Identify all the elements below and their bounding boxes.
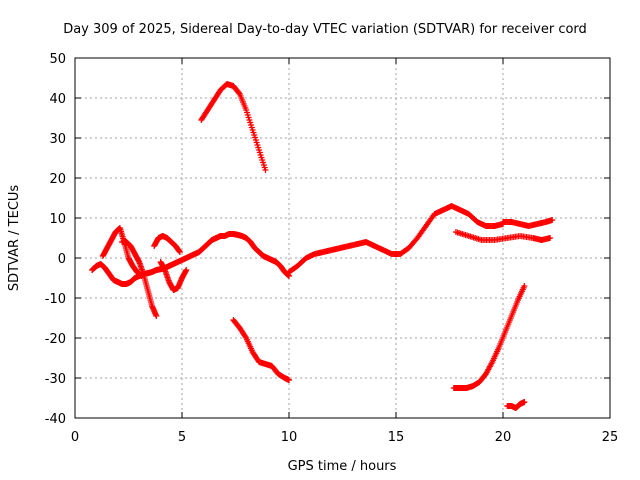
y-tick-label: -20: [45, 332, 66, 347]
x-tick-label: 5: [178, 430, 186, 445]
series-arc-right-lower: [453, 229, 553, 243]
series-arc-high: [198, 81, 268, 173]
y-axis-label: SDTVAR / TECUs: [7, 185, 22, 292]
y-tick-label: 0: [58, 252, 66, 267]
x-tick-label: 0: [71, 430, 79, 445]
y-tick-label: 50: [49, 52, 66, 67]
x-tick-label: 10: [281, 430, 298, 445]
series-arc-low-end: [504, 399, 527, 411]
y-tick-label: 40: [49, 92, 66, 107]
series-arc-main-1: [89, 231, 292, 287]
y-tick-label: 30: [49, 132, 66, 147]
chart: Day 309 of 2025, Sidereal Day-to-day VTE…: [0, 0, 640, 480]
series-arc-right: [500, 217, 555, 229]
series-arc-early-c: [151, 233, 183, 255]
data-points: [89, 81, 555, 411]
x-axis-label: GPS time / hours: [288, 459, 397, 474]
y-tick-label: -30: [45, 372, 66, 387]
x-tick-label: 20: [495, 430, 512, 445]
chart-title: Day 309 of 2025, Sidereal Day-to-day VTE…: [63, 22, 587, 37]
y-tick-label: -10: [45, 292, 66, 307]
series-arc-low-late: [451, 283, 528, 391]
series-arc-low-mid: [230, 317, 292, 383]
y-tick-label: 10: [49, 212, 66, 227]
x-axis: 0 5 10 15 20 25: [71, 58, 618, 445]
x-tick-label: 25: [602, 430, 619, 445]
x-tick-label: 15: [388, 430, 405, 445]
y-tick-label: 20: [49, 172, 66, 187]
y-tick-label: -40: [45, 412, 66, 427]
